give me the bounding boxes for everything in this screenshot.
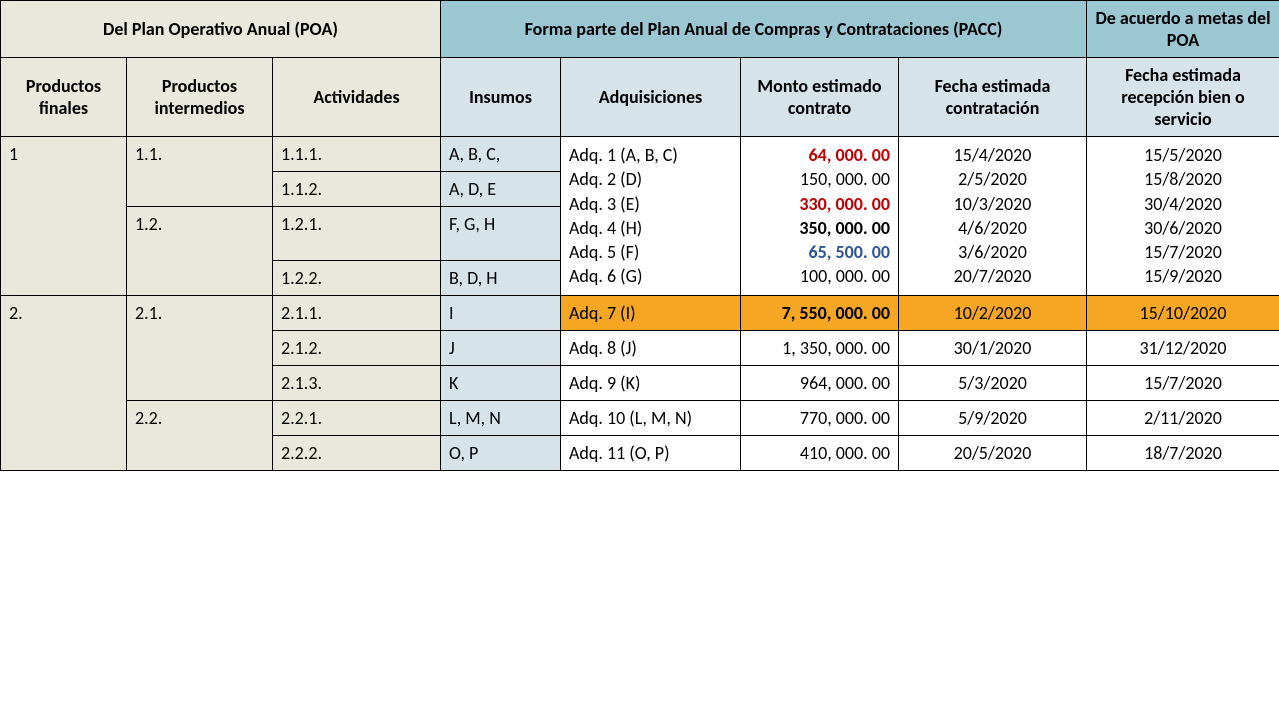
monto-line: 65, 500. 00 — [749, 240, 890, 264]
col-prod-intermedios: Productos intermedios — [127, 58, 273, 137]
monto-line: 100, 000. 00 — [749, 264, 890, 288]
cell-actividad: 2.2.2. — [273, 435, 441, 470]
cell-insumo: B, D, H — [441, 260, 561, 295]
col-monto: Monto estimado contrato — [741, 58, 899, 137]
cell-insumo: A, D, E — [441, 172, 561, 207]
header-row-2: Productos finales Productos intermedios … — [1, 58, 1279, 137]
cell-monto: 7, 550, 000. 00 — [741, 295, 899, 330]
fecha-line: 4/6/2020 — [907, 216, 1078, 240]
cell-actividad: 2.1.3. — [273, 365, 441, 400]
poa-pacc-table: Del Plan Operativo Anual (POA) Forma par… — [0, 0, 1279, 471]
cell-prod-inter: 1.2. — [127, 207, 273, 296]
monto-line: 64, 000. 00 — [749, 143, 890, 167]
table-row: 2.2.1.2.1.1.IAdq. 7 (I)7, 550, 000. 0010… — [1, 295, 1279, 330]
cell-insumo: A, B, C, — [441, 137, 561, 172]
cell-fecha-contrat: 20/5/2020 — [899, 435, 1087, 470]
cell-prod-inter: 2.2. — [127, 400, 273, 470]
monto-line: 330, 000. 00 — [749, 192, 890, 216]
cell-fecha-contrat: 5/3/2020 — [899, 365, 1087, 400]
cell-monto: 410, 000. 00 — [741, 435, 899, 470]
monto-line: 150, 000. 00 — [749, 167, 890, 191]
monto-line: 350, 000. 00 — [749, 216, 890, 240]
cell-prod-final: 2. — [1, 295, 127, 470]
col-adquisiciones: Adquisiciones — [561, 58, 741, 137]
cell-fecha-recep: 15/10/2020 — [1087, 295, 1279, 330]
cell-adq: Adq. 10 (L, M, N) — [561, 400, 741, 435]
fecha-line: 3/6/2020 — [907, 240, 1078, 264]
cell-insumo: O, P — [441, 435, 561, 470]
cell-actividad: 2.1.2. — [273, 330, 441, 365]
cell-insumo: L, M, N — [441, 400, 561, 435]
cell-fecha-contrat: 30/1/2020 — [899, 330, 1087, 365]
cell-actividad: 2.1.1. — [273, 295, 441, 330]
cell-fecha-contrat: 10/2/2020 — [899, 295, 1087, 330]
col-fecha-recep: Fecha estimada recepción bien o servicio — [1087, 58, 1279, 137]
cell-actividad: 1.1.1. — [273, 137, 441, 172]
cell-insumo: K — [441, 365, 561, 400]
cell-prod-final: 1 — [1, 137, 127, 296]
cell-fechas-contrat-block1: 15/4/20202/5/202010/3/20204/6/20203/6/20… — [899, 137, 1087, 296]
cell-adquisiciones-block1: Adq. 1 (A, B, C)Adq. 2 (D)Adq. 3 (E)Adq.… — [561, 137, 741, 296]
col-insumos: Insumos — [441, 58, 561, 137]
cell-actividad: 2.2.1. — [273, 400, 441, 435]
cell-fechas-recep-block1: 15/5/202015/8/202030/4/202030/6/202015/7… — [1087, 137, 1279, 296]
cell-fecha-contrat: 5/9/2020 — [899, 400, 1087, 435]
header-pacc: Forma parte del Plan Anual de Compras y … — [441, 1, 1087, 58]
adq-line: Adq. 6 (G) — [569, 264, 732, 288]
col-fecha-contrat: Fecha estimada contratación — [899, 58, 1087, 137]
cell-actividad: 1.1.2. — [273, 172, 441, 207]
col-actividades: Actividades — [273, 58, 441, 137]
cell-adq: Adq. 7 (I) — [561, 295, 741, 330]
cell-adq: Adq. 8 (J) — [561, 330, 741, 365]
cell-fecha-recep: 15/7/2020 — [1087, 365, 1279, 400]
fecha-line: 10/3/2020 — [907, 192, 1078, 216]
fecha-line: 30/6/2020 — [1095, 216, 1271, 240]
cell-actividad: 1.2.1. — [273, 207, 441, 261]
cell-insumo: J — [441, 330, 561, 365]
header-poa: Del Plan Operativo Anual (POA) — [1, 1, 441, 58]
fecha-line: 30/4/2020 — [1095, 192, 1271, 216]
cell-adq: Adq. 9 (K) — [561, 365, 741, 400]
adq-line: Adq. 3 (E) — [569, 192, 732, 216]
header-meta: De acuerdo a metas del POA — [1087, 1, 1279, 58]
cell-monto: 1, 350, 000. 00 — [741, 330, 899, 365]
adq-line: Adq. 5 (F) — [569, 240, 732, 264]
header-row-1: Del Plan Operativo Anual (POA) Forma par… — [1, 1, 1279, 58]
fecha-line: 15/8/2020 — [1095, 167, 1271, 191]
fecha-line: 15/7/2020 — [1095, 240, 1271, 264]
adq-line: Adq. 1 (A, B, C) — [569, 143, 732, 167]
adq-line: Adq. 4 (H) — [569, 216, 732, 240]
cell-fecha-recep: 18/7/2020 — [1087, 435, 1279, 470]
fecha-line: 2/5/2020 — [907, 167, 1078, 191]
cell-monto: 964, 000. 00 — [741, 365, 899, 400]
cell-prod-inter: 2.1. — [127, 295, 273, 400]
fecha-line: 15/5/2020 — [1095, 143, 1271, 167]
cell-prod-inter: 1.1. — [127, 137, 273, 207]
cell-montos-block1: 64, 000. 00150, 000. 00330, 000. 00350, … — [741, 137, 899, 296]
fecha-line: 15/4/2020 — [907, 143, 1078, 167]
cell-insumo: F, G, H — [441, 207, 561, 261]
cell-actividad: 1.2.2. — [273, 260, 441, 295]
cell-insumo: I — [441, 295, 561, 330]
cell-fecha-recep: 2/11/2020 — [1087, 400, 1279, 435]
table-row: 2.2.2.2.1.L, M, NAdq. 10 (L, M, N)770, 0… — [1, 400, 1279, 435]
cell-fecha-recep: 31/12/2020 — [1087, 330, 1279, 365]
adq-line: Adq. 2 (D) — [569, 167, 732, 191]
cell-adq: Adq. 11 (O, P) — [561, 435, 741, 470]
cell-monto: 770, 000. 00 — [741, 400, 899, 435]
fecha-line: 15/9/2020 — [1095, 264, 1271, 288]
col-prod-finales: Productos finales — [1, 58, 127, 137]
table-row: 1 1.1. 1.1.1. A, B, C, Adq. 1 (A, B, C)A… — [1, 137, 1279, 172]
fecha-line: 20/7/2020 — [907, 264, 1078, 288]
